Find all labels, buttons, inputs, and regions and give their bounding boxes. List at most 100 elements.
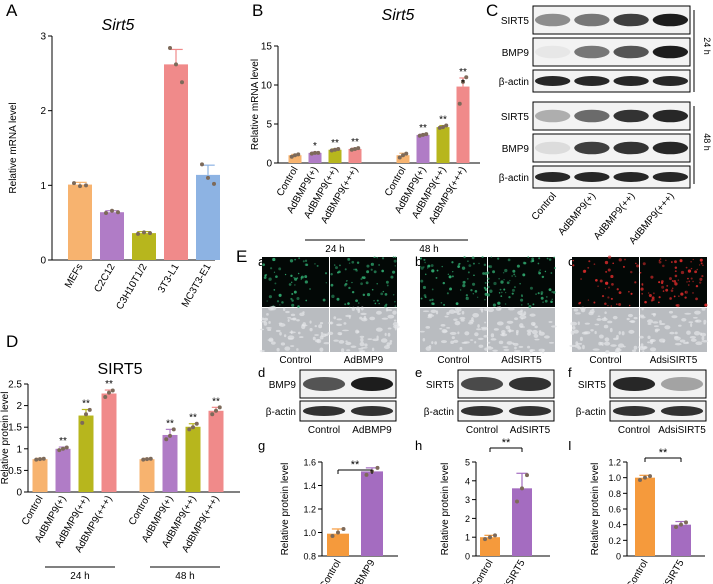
fluorescent-cell [304,263,308,267]
cell-texture [506,320,514,324]
y-tick-label: 2 [40,106,46,117]
cell-texture [268,306,274,311]
cell-texture [444,315,449,318]
cell-texture [360,337,364,343]
cell-texture [671,315,678,319]
fluorescent-cell [348,262,351,264]
fluorescent-cell [550,300,553,303]
fluorescent-cell [284,273,287,276]
fluorescent-cell [599,279,603,283]
fluorescent-cell [351,290,355,294]
cell-texture [279,331,282,336]
cell-texture [643,346,647,349]
fluorescent-cell [431,269,435,273]
fluorescent-cell [291,292,294,295]
cell-texture [287,319,290,322]
cell-texture [361,317,368,322]
cell-texture [333,316,337,320]
cell-texture [605,350,610,354]
fluorescent-cell [595,278,598,282]
cell-texture [604,311,607,315]
fluorescent-cell [695,297,698,301]
data-point [214,408,218,413]
fluorescent-cell [351,260,355,264]
y-tick-label: 15 [261,42,273,53]
fluorescent-cell [473,274,475,277]
cell-texture [505,325,511,330]
data-point [116,210,120,215]
cell-texture [529,350,533,354]
chart-title: SIRT5 [97,361,142,378]
fluorescent-cell [275,275,278,279]
cell-texture [259,349,265,353]
fluorescent-cell [449,287,453,291]
fluorescent-cell [463,256,466,259]
cell-texture [431,341,434,345]
cell-texture [290,313,296,317]
data-point [84,183,88,188]
blot-row-label: SIRT5 [501,16,530,27]
fluorescent-cell [537,292,540,295]
fluorescent-cell [669,277,672,281]
y-tick-label: 5 [465,458,470,468]
fluorescent-cell [474,290,478,293]
data-point [648,474,652,479]
fluorescent-cell [467,271,470,274]
time-label: 48 h [702,133,712,151]
cell-texture [267,328,272,331]
cell-texture [345,340,348,343]
bar [436,127,450,163]
cell-texture [642,350,645,353]
fluorescent-cell [622,265,625,268]
fluorescent-cell [669,297,672,300]
cell-texture [538,348,545,352]
fluorescent-cell [386,284,389,287]
cell-texture [674,331,678,335]
data-point [87,407,92,412]
fluorescent-cell [304,275,308,278]
fluorescent-cell [580,278,582,280]
cell-texture [454,320,461,326]
data-point [191,425,195,430]
cell-texture [478,344,484,348]
cell-texture [569,344,576,348]
cell-texture [512,342,515,345]
fluorescent-cell [607,304,609,307]
cell-texture [345,314,352,318]
data-point [330,534,335,539]
blot-band [612,406,656,416]
cell-texture [440,324,446,327]
fluorescent-cell [658,281,661,284]
cell-texture [419,330,425,333]
fluorescent-cell [394,256,397,258]
y-axis-label: Relative mRNA level [250,59,261,150]
fluorescent-cell [540,296,544,300]
fluorescent-cell [298,257,301,260]
bar [162,434,178,492]
fluorescent-cell [504,268,508,273]
cell-texture [385,307,389,312]
fluorescent-cell [527,303,529,305]
fluorescent-cell [349,306,351,308]
fluorescent-cell [446,292,449,295]
fluorescent-cell [376,256,378,259]
blot-lane-label: AdsiSIRT5 [658,425,706,436]
blot-strip [532,69,691,93]
panel-label-c: c [568,254,575,269]
cell-texture [490,333,495,338]
condition-label: AdBMP9 [344,355,384,366]
fluorescent-cell [499,288,502,291]
cell-texture [355,306,361,311]
fluorescent-cell [392,256,395,259]
cell-texture [297,331,301,335]
category-label: AdBMP9 [348,558,377,584]
bar [512,488,532,556]
fluorescent-cell [344,268,347,271]
bar [635,477,655,556]
cell-texture [316,338,322,344]
fluorescent-cell [531,257,535,261]
data-point [78,184,82,189]
fluorescent-cell [520,304,523,306]
western-blot-C: SIRT5 BMP9 β-actin SIRT5 BMP9 β-actin 24 h 48 h… [499,5,712,247]
cell-texture [527,331,532,336]
